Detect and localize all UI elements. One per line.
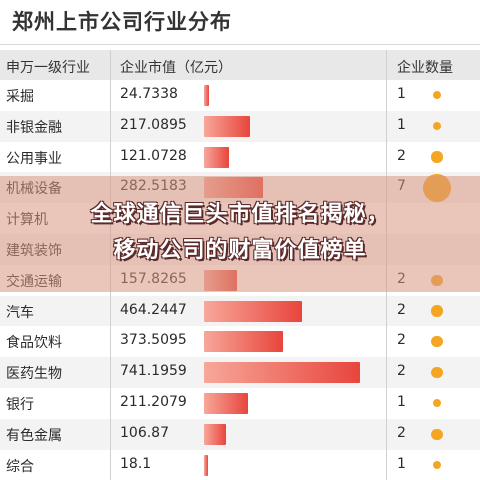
table-header-row xyxy=(0,50,480,80)
market-value-bar xyxy=(204,85,210,106)
market-value-bar xyxy=(204,146,230,168)
market-value-cell: 106.87 xyxy=(120,424,169,441)
company-count-cell: 2 xyxy=(397,147,406,164)
company-count-cell: 1 xyxy=(397,455,406,472)
company-count-dot xyxy=(433,91,441,100)
column-header: 申万一级行业 xyxy=(6,60,90,76)
market-value-cell: 464.2447 xyxy=(120,301,187,318)
company-count-dot xyxy=(431,151,443,163)
company-count-dot xyxy=(431,336,443,348)
company-count-cell: 2 xyxy=(397,301,406,318)
table-row-background xyxy=(0,418,480,450)
market-value-bar xyxy=(204,115,250,137)
headline-line-1: 全球通信巨头市值排名揭秘， xyxy=(90,202,390,227)
market-value-cell: 18.1 xyxy=(120,455,152,472)
company-count-dot xyxy=(431,366,443,379)
market-value-bar xyxy=(204,362,360,384)
company-count-cell: 1 xyxy=(397,86,406,102)
title-divider xyxy=(0,44,480,45)
headline-overlay: 全球通信巨头市值排名揭秘， 移动公司的财富价值榜单 xyxy=(0,176,480,292)
company-count-dot xyxy=(433,399,441,408)
market-value-bar xyxy=(204,454,208,476)
company-count-cell: 1 xyxy=(397,116,406,133)
chart-title: 郑州上市公司行业分布 xyxy=(12,10,232,34)
market-value-bar xyxy=(204,331,283,353)
industry-cell: 有色金属 xyxy=(6,427,62,444)
industry-cell: 食品饮料 xyxy=(6,335,62,352)
company-count-dot xyxy=(431,428,443,440)
company-count-dot xyxy=(433,461,441,469)
column-header: 企业数量 xyxy=(397,60,453,76)
column-header: 企业市值（亿元） xyxy=(120,60,232,76)
industry-cell: 综合 xyxy=(6,458,34,475)
company-count-cell: 2 xyxy=(397,363,406,380)
industry-cell: 汽车 xyxy=(6,304,34,321)
industry-cell: 采掘 xyxy=(6,89,34,105)
market-value-cell: 741.1959 xyxy=(120,363,187,380)
market-value-cell: 211.2079 xyxy=(120,394,187,410)
company-count-dot xyxy=(433,122,441,131)
headline-line-2: 移动公司的财富价值榜单 xyxy=(113,238,367,263)
industry-cell: 非银金融 xyxy=(6,119,62,136)
company-count-cell: 2 xyxy=(397,424,406,441)
company-count-dot xyxy=(431,305,443,317)
market-value-bar xyxy=(204,393,249,414)
market-value-cell: 217.0895 xyxy=(120,116,187,133)
company-count-cell: 1 xyxy=(397,394,406,410)
market-value-bar xyxy=(204,423,227,445)
market-value-cell: 373.5095 xyxy=(120,332,187,349)
market-value-cell: 24.7338 xyxy=(120,86,178,102)
market-value-cell: 121.0728 xyxy=(120,147,187,164)
company-count-cell: 2 xyxy=(397,332,406,349)
industry-cell: 公用事业 xyxy=(6,150,62,167)
industry-cell: 医药生物 xyxy=(6,366,62,383)
market-value-bar xyxy=(204,300,302,322)
industry-cell: 银行 xyxy=(6,397,34,413)
